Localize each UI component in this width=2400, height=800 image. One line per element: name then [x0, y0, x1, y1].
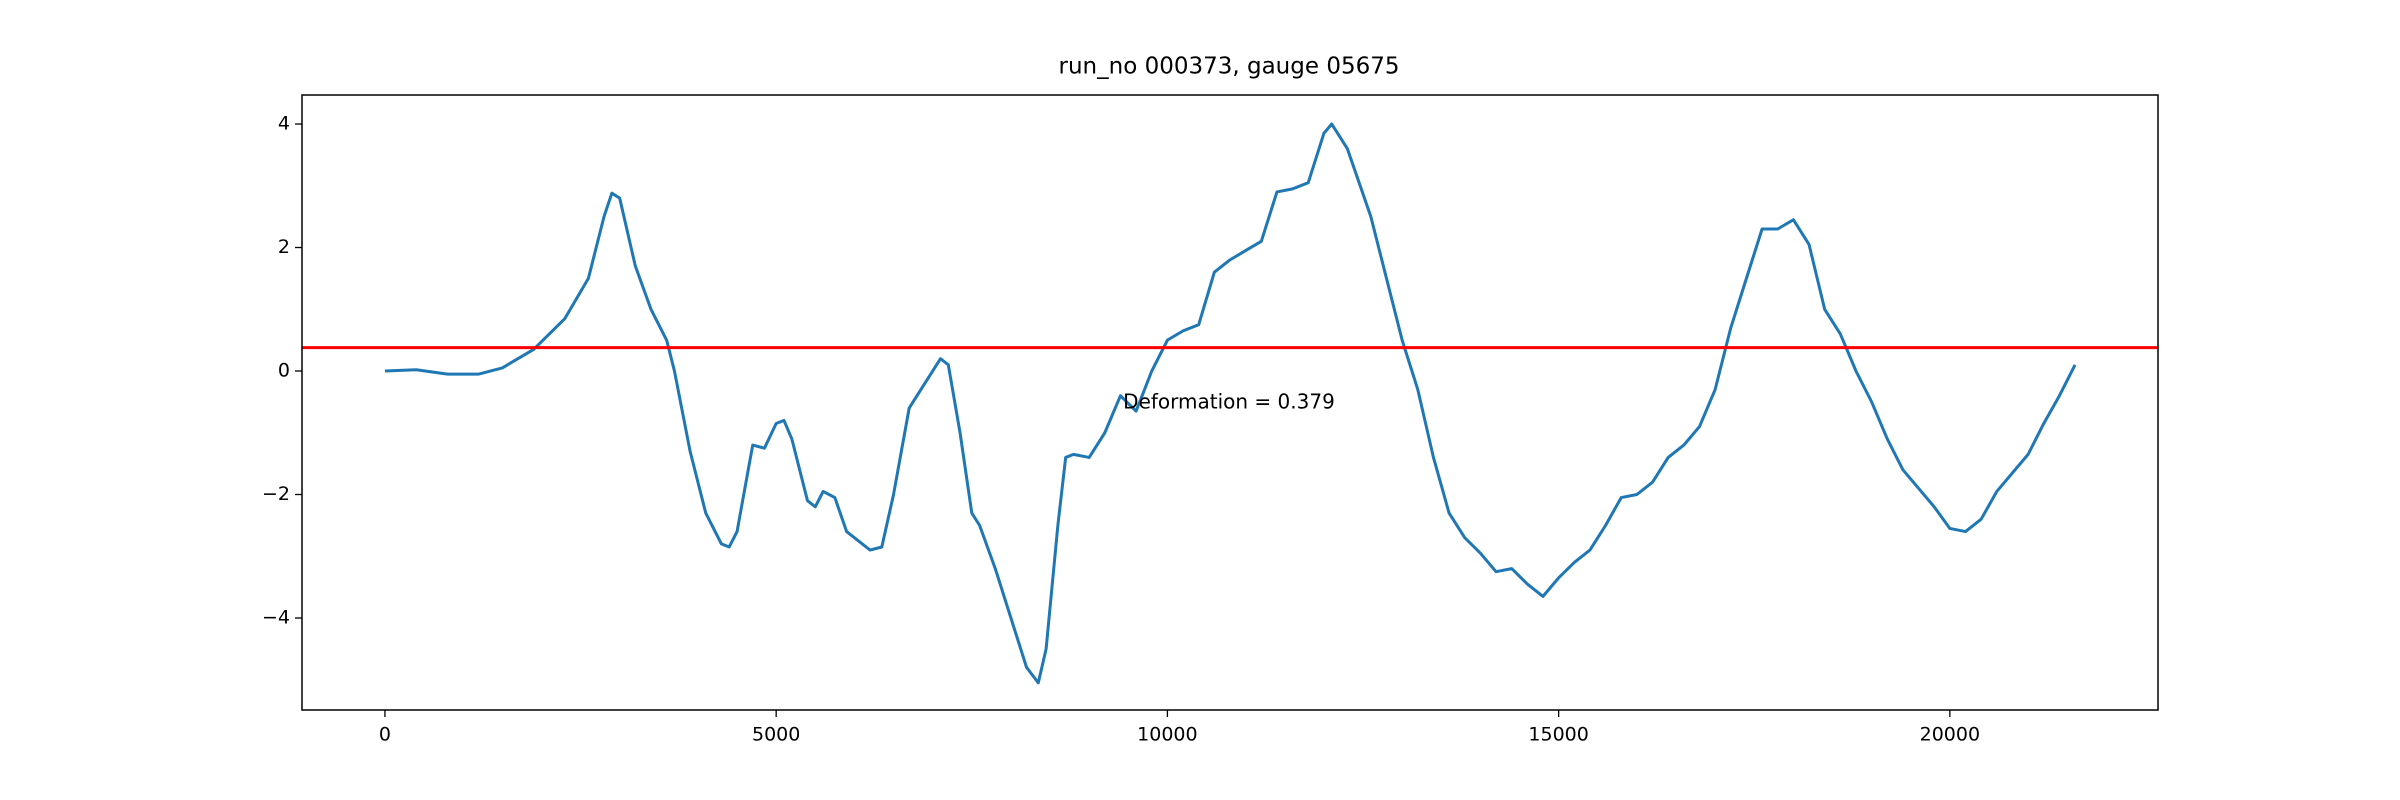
plot-frame	[301, 94, 2159, 711]
data-line	[384, 122, 2077, 685]
y-tick-label: 0	[278, 360, 290, 382]
annotation: Deformation = 0.379	[1123, 390, 1335, 414]
x-tick-label: 15000	[1528, 724, 1588, 746]
y-tick-label: 2	[278, 236, 290, 258]
x-tick-label: 10000	[1137, 724, 1197, 746]
chart-title: run_no 000373, gauge 05675	[1059, 54, 1400, 80]
y-tick-label: −2	[262, 483, 290, 505]
y-tick-label: 4	[278, 113, 290, 135]
x-tick-label: 20000	[1920, 724, 1980, 746]
x-tick-label: 0	[379, 724, 391, 746]
y-tick-label: −4	[262, 606, 290, 628]
x-tick-label: 5000	[752, 724, 800, 746]
